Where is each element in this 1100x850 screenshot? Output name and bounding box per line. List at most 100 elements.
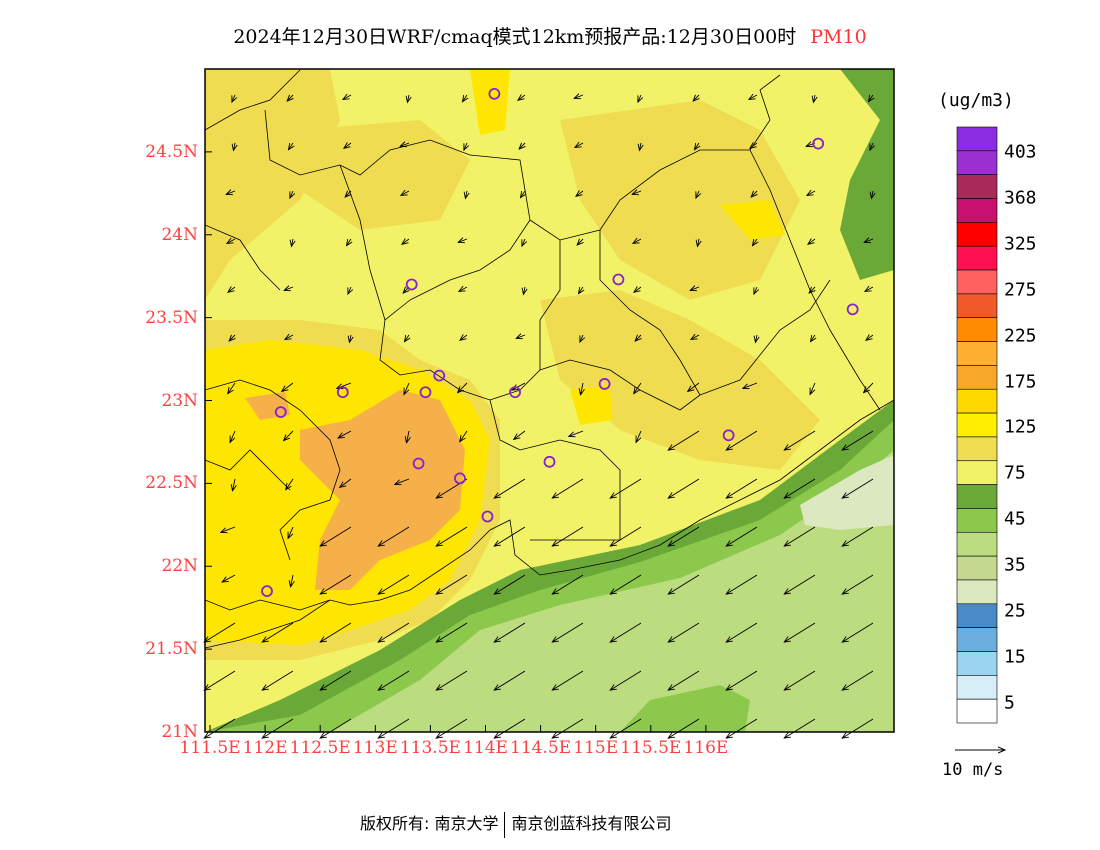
legend-unit: (ug/m3) — [938, 90, 1014, 111]
wind-arrow — [576, 191, 584, 196]
x-tick-label: 113.5E — [399, 738, 461, 758]
wind-arrow — [400, 143, 410, 146]
pm10-concentration-field — [205, 69, 894, 732]
wind-arrow — [752, 238, 757, 246]
wind-arrow — [569, 430, 584, 436]
legend-swatch — [956, 651, 998, 676]
legend-swatch — [956, 341, 998, 366]
wind-arrow — [668, 670, 700, 690]
wind-arrow — [668, 574, 700, 594]
legend-label: 403 — [1004, 141, 1037, 163]
wind-arrow — [842, 670, 874, 690]
wind-arrow — [320, 526, 352, 546]
legend-label: 125 — [1004, 416, 1037, 438]
wind-arrow — [343, 95, 352, 99]
wind-arrow — [810, 382, 816, 394]
station-marker — [509, 386, 521, 399]
wind-arrow — [634, 287, 642, 292]
station-marker — [722, 429, 735, 442]
wind-arrow — [494, 622, 526, 642]
wind-arrow — [522, 238, 525, 246]
wind-arrow — [552, 526, 584, 546]
legend-swatch — [956, 222, 998, 247]
wind-arrow — [842, 622, 874, 642]
wind-arrow — [346, 238, 351, 246]
wind-arrow — [262, 670, 294, 690]
wind-arrow — [842, 478, 874, 498]
legend-swatch — [956, 508, 998, 533]
station-marker — [454, 472, 466, 485]
station-marker — [488, 87, 501, 100]
station-marker — [598, 378, 611, 390]
wind-arrow — [233, 142, 235, 150]
x-tick-label: 112E — [242, 738, 288, 758]
wind-arrow — [639, 142, 641, 150]
wind-arrow — [262, 718, 294, 738]
wind-arrow — [494, 670, 526, 690]
legend-label: 25 — [1004, 600, 1026, 622]
wind-arrow — [751, 191, 757, 197]
wind-arrow — [610, 526, 642, 546]
wind-arrow — [580, 334, 583, 342]
wind-arrow — [842, 526, 874, 546]
wind-arrow — [574, 95, 584, 98]
station-marker — [433, 369, 446, 382]
wind-arrow — [552, 478, 584, 498]
legend-label: 75 — [1004, 462, 1026, 484]
wind-arrow — [784, 622, 816, 642]
station-marker — [612, 273, 625, 286]
wind-arrow — [290, 190, 293, 198]
wind-arrow — [749, 95, 758, 99]
wind-arrow — [462, 94, 467, 102]
wind-arrow — [726, 526, 758, 546]
wind-arrow — [232, 478, 235, 491]
station-marker — [261, 585, 273, 598]
y-tick-label: 23N — [161, 390, 198, 411]
legend-swatch — [956, 174, 998, 199]
wind-arrow — [865, 287, 874, 291]
wind-arrow — [610, 622, 642, 642]
wind-arrow — [750, 143, 758, 148]
wind-arrow — [520, 190, 525, 198]
wind-arrow — [842, 430, 874, 450]
wind-arrow — [726, 622, 758, 642]
wind-arrow — [406, 430, 409, 443]
wind-arrow — [518, 95, 526, 100]
axis-ticks — [205, 151, 707, 733]
wind-arrow — [633, 239, 642, 243]
x-tick-label: 114E — [463, 738, 508, 758]
wind-arrow — [864, 239, 874, 242]
wind-arrow — [494, 718, 526, 738]
wind-vectors — [204, 95, 873, 738]
wind-arrow — [552, 718, 584, 738]
wind-arrow — [870, 142, 873, 150]
legend-label: 225 — [1004, 325, 1037, 347]
wind-arrow — [784, 574, 816, 594]
wind-arrow — [288, 142, 293, 150]
x-tick-label: 115E — [573, 738, 619, 758]
y-tick-label: 22N — [161, 556, 198, 577]
wind-arrow — [226, 191, 236, 194]
wind-arrow — [291, 238, 293, 246]
legend-swatch — [956, 675, 998, 700]
legend-swatch — [956, 460, 998, 485]
wind-arrow — [842, 718, 874, 738]
x-tick-label: 113E — [352, 738, 398, 758]
wind-arrow — [668, 622, 700, 642]
wind-arrow — [378, 670, 410, 690]
y-tick-label: 24N — [161, 224, 198, 245]
legend-swatch — [956, 436, 998, 462]
wind-arrow — [519, 143, 525, 149]
wind-arrow — [395, 478, 410, 484]
map-title: 2024年12月30日WRF/cmaq模式12km预报产品:12月30日00时 P… — [0, 22, 1100, 49]
y-tick-label: 21.5N — [145, 639, 198, 660]
station-marker — [543, 455, 556, 468]
wind-arrow — [610, 670, 642, 690]
wind-arrow — [871, 190, 873, 198]
wind-arrow — [458, 382, 468, 393]
wind-arrow — [230, 430, 236, 442]
wind-arrow — [755, 334, 757, 342]
wind-arrow — [494, 478, 526, 498]
wind-arrow — [494, 574, 526, 594]
